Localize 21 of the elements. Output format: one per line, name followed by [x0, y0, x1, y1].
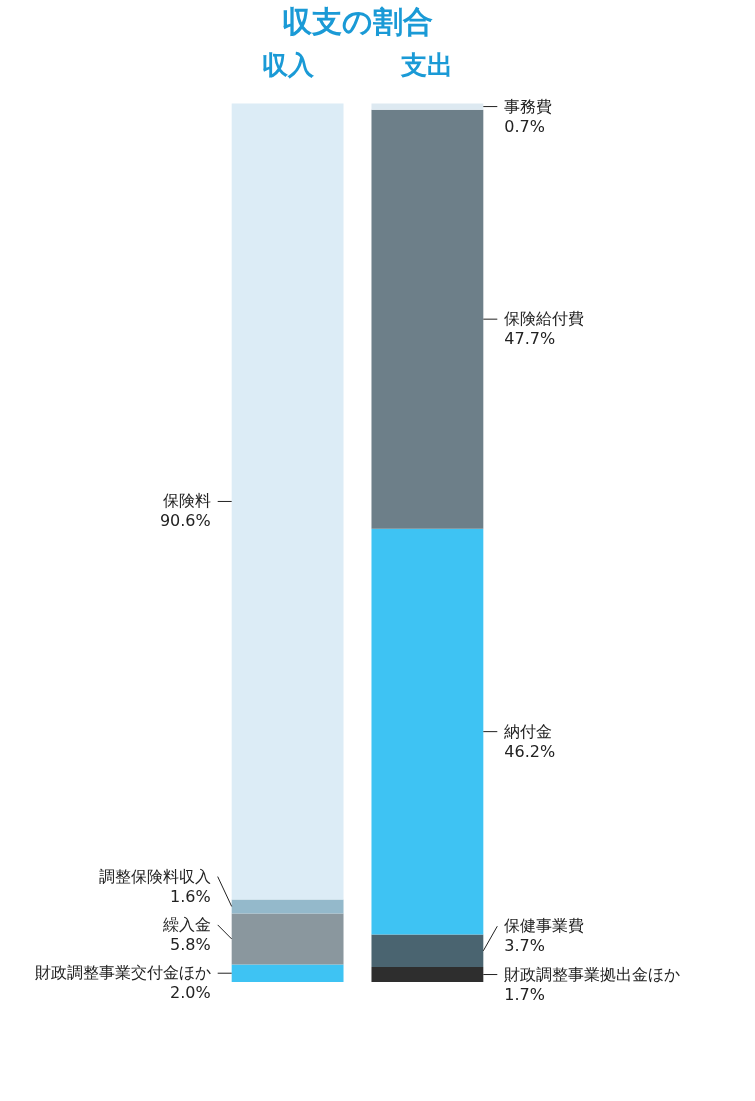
data-label: 3.7%: [504, 936, 545, 956]
data-label: 90.6%: [159, 511, 211, 531]
chart-title: 収支の割合: [282, 4, 433, 39]
x-tick-label: 支出: [400, 49, 454, 80]
x-tick-label: 収入: [261, 49, 315, 80]
series-label: 保険料: [162, 491, 211, 511]
data-label: 1.7%: [504, 984, 545, 1004]
data-label: 1.6%: [170, 886, 211, 906]
series-label: 事務費: [504, 96, 553, 116]
series-label: 納付金: [504, 721, 553, 741]
data-label: 2.0%: [170, 983, 211, 1003]
series-label: 繰入金: [161, 914, 211, 934]
series-label: 財政調整事業拠出金ほか: [504, 964, 681, 984]
series-label: 財政調整事業交付金ほか: [34, 963, 211, 983]
data-label: 46.2%: [504, 741, 556, 761]
data-label: 47.7%: [504, 329, 556, 349]
series-label: 保険給付費: [504, 309, 585, 329]
series-label: 保健事業費: [504, 916, 585, 936]
series-label: 調整保険料収入: [98, 866, 211, 886]
data-label: 0.7%: [504, 116, 545, 136]
data-label: 5.8%: [170, 934, 211, 954]
